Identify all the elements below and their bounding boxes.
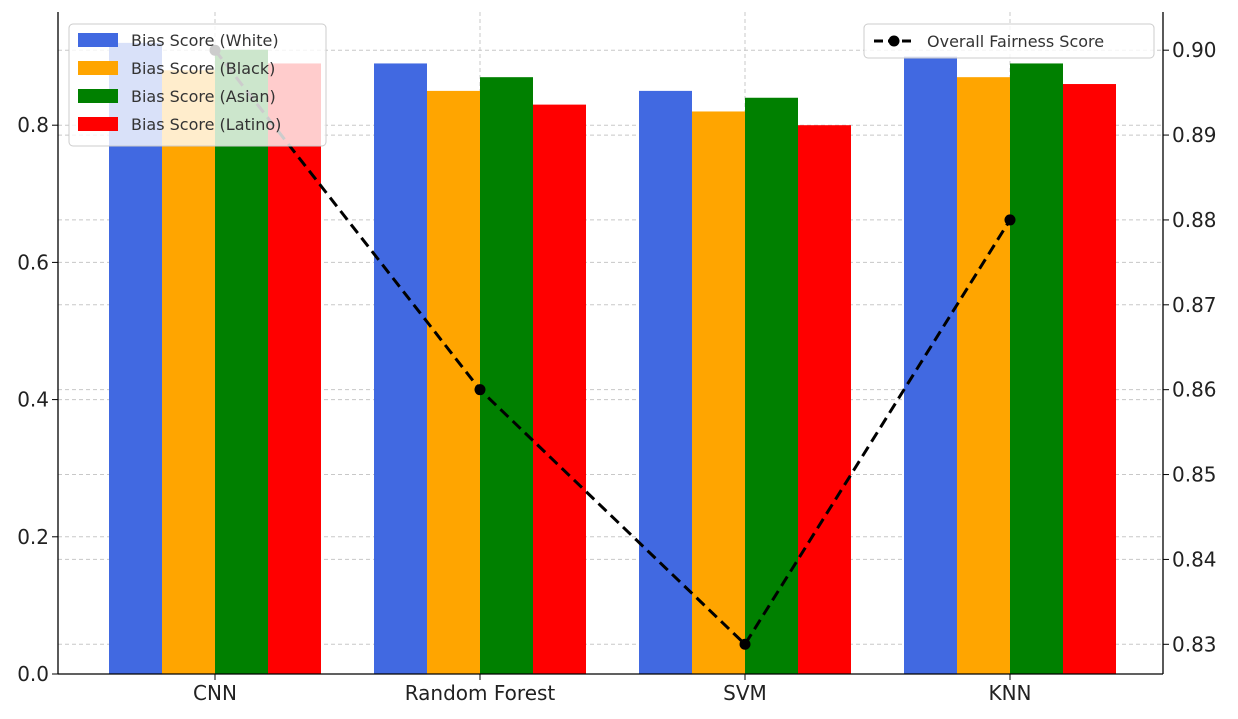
right-y-tick-label: 0.88: [1172, 208, 1217, 232]
fairness-score-point: [739, 638, 751, 650]
x-tick-label: CNN: [193, 681, 237, 705]
axes-layer: 0.0 0.2 0.4 0.6 0.8 0.83 0.84 0.85 0.86 0.87 0.88 0…: [17, 12, 1217, 705]
legend-label: Bias Score (White): [131, 31, 279, 50]
right-y-tick-label: 0.85: [1172, 463, 1217, 487]
bar: [745, 97, 798, 675]
bar: [904, 56, 957, 674]
legend-swatch: [78, 89, 118, 103]
fairness-score-point: [1004, 214, 1016, 226]
legend-layer: Bias Score (White) Bias Score (Black) Bias…: [68, 23, 1155, 147]
bar: [957, 77, 1010, 675]
bars-layer: [109, 42, 1116, 675]
left-y-tick-label: 0.2: [17, 525, 49, 549]
legend-label: Bias Score (Black): [131, 59, 275, 78]
legend-swatch: [78, 117, 118, 131]
bar: [692, 111, 745, 675]
legend-swatch: [78, 33, 118, 47]
bar: [162, 70, 215, 674]
legend-swatch: [78, 61, 118, 75]
fairness-score-point: [474, 384, 486, 396]
x-tick-label: Random Forest: [405, 681, 556, 705]
line-legend-box: [863, 23, 1155, 59]
fairness-score-line: [213, 49, 1012, 647]
x-tick-label: SVM: [723, 681, 767, 705]
bar: [1063, 84, 1116, 675]
left-y-tick-label: 0.4: [17, 388, 49, 412]
bar: [798, 125, 851, 674]
legend-label: Bias Score (Latino): [131, 115, 281, 134]
bar: [374, 63, 427, 674]
right-y-tick-label: 0.86: [1172, 378, 1217, 402]
bar: [427, 90, 480, 675]
bar: [639, 90, 692, 675]
bar: [1010, 63, 1063, 674]
left-y-tick-label: 0.0: [17, 662, 49, 686]
bar: [533, 104, 586, 675]
bar: [480, 77, 533, 675]
bar: [109, 42, 162, 674]
right-y-tick-label: 0.90: [1172, 38, 1217, 62]
x-tick-label: KNN: [988, 681, 1031, 705]
bar: [268, 63, 321, 674]
left-y-tick-label: 0.8: [17, 113, 49, 137]
legend-line-marker: [888, 35, 900, 47]
right-y-tick-label: 0.83: [1172, 632, 1217, 656]
bar: [215, 49, 268, 674]
right-y-tick-label: 0.87: [1172, 293, 1217, 317]
bar-legend-box: [68, 23, 327, 147]
legend-line-label: Overall Fairness Score: [927, 32, 1104, 51]
right-y-tick-label: 0.89: [1172, 123, 1217, 147]
right-y-tick-label: 0.84: [1172, 547, 1217, 571]
left-y-tick-label: 0.6: [17, 250, 49, 274]
legend-label: Bias Score (Asian): [131, 87, 276, 106]
